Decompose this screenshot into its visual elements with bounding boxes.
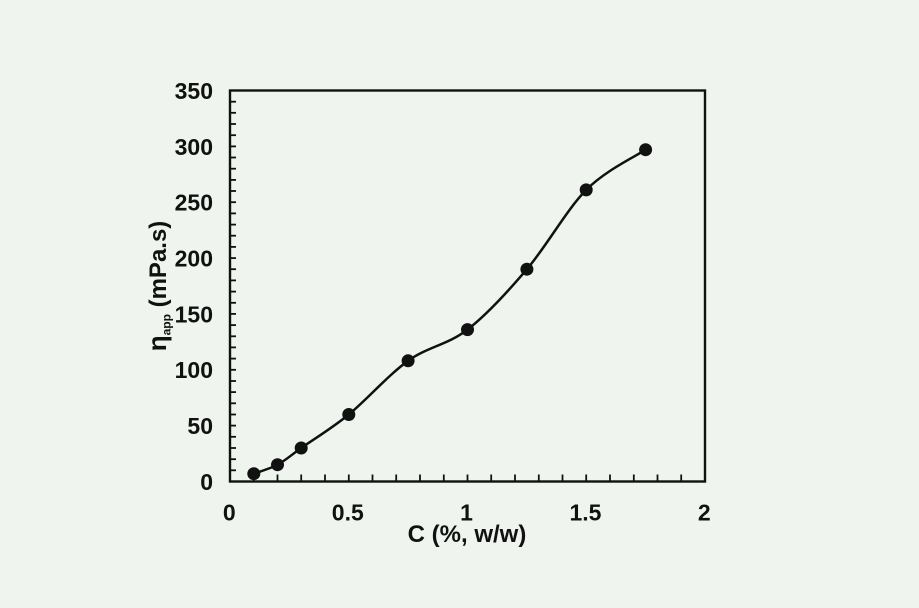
svg-text:250: 250 — [175, 190, 213, 216]
svg-text:0: 0 — [223, 500, 236, 526]
svg-text:1: 1 — [460, 500, 473, 526]
svg-text:200: 200 — [175, 246, 213, 272]
svg-text:0.5: 0.5 — [332, 500, 364, 526]
svg-text:C (%, w/w): C (%, w/w) — [408, 521, 527, 548]
svg-text:350: 350 — [175, 78, 213, 104]
svg-text:50: 50 — [187, 413, 213, 439]
svg-text:150: 150 — [175, 301, 213, 327]
svg-text:100: 100 — [175, 357, 213, 383]
svg-text:300: 300 — [175, 134, 213, 160]
svg-text:1.5: 1.5 — [570, 500, 602, 526]
svg-text:ηapp (mPa.s): ηapp (mPa.s) — [142, 221, 174, 352]
svg-text:0: 0 — [200, 469, 213, 495]
svg-text:2: 2 — [698, 500, 711, 526]
